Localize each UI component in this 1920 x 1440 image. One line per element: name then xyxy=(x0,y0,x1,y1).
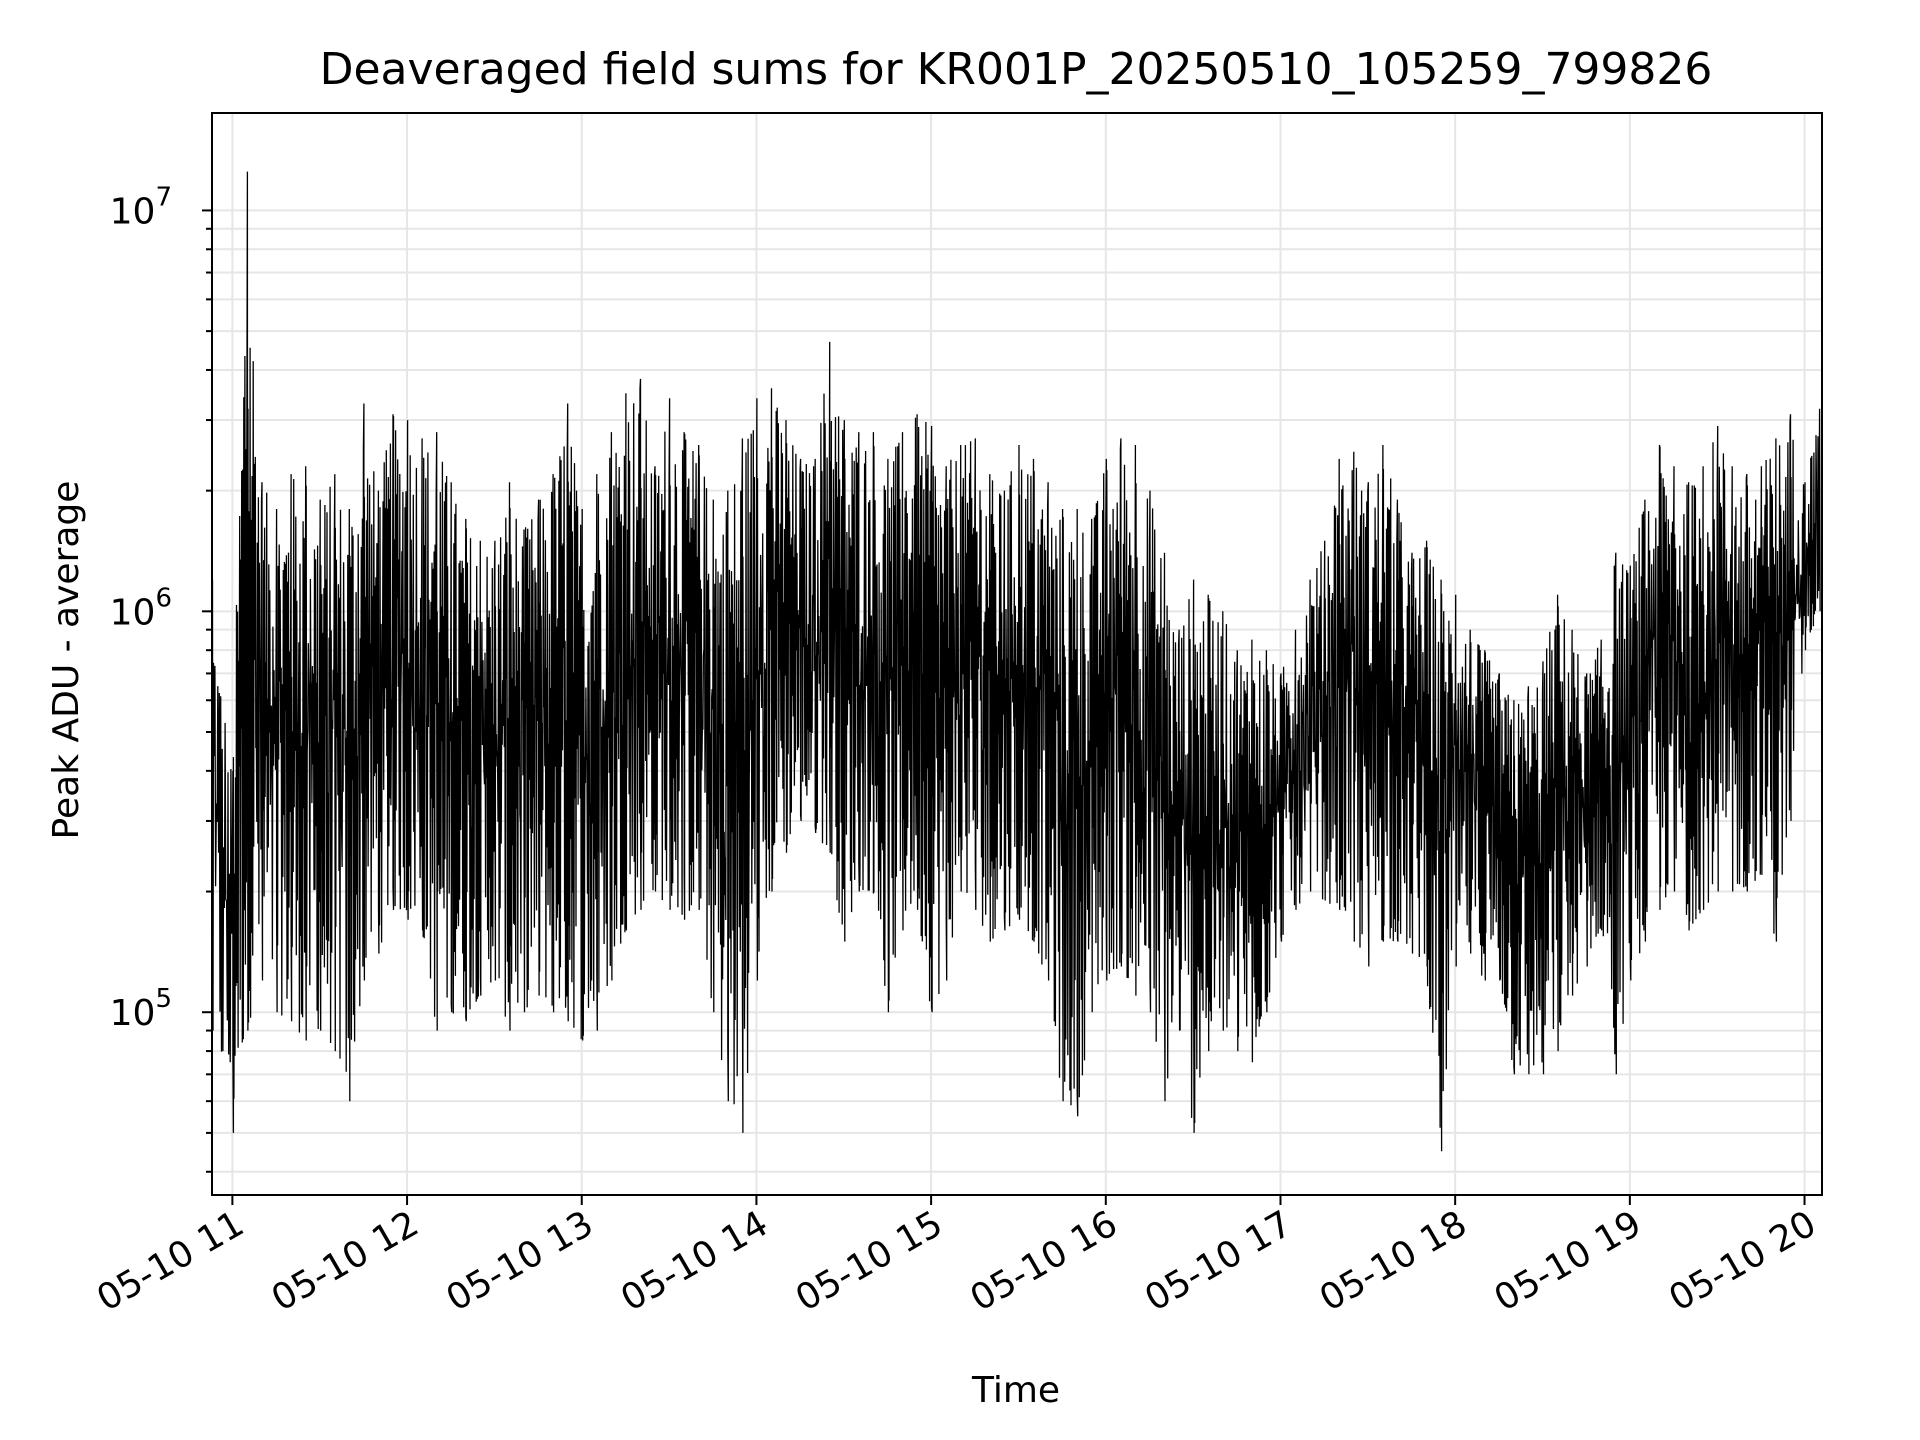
x-tick-label: 05-10 18 xyxy=(1313,1203,1474,1319)
y-tick-exponent: 5 xyxy=(155,984,172,1014)
y-tick-label: 106 xyxy=(110,583,172,633)
series-path xyxy=(211,171,1821,1152)
plot-frame xyxy=(211,112,1823,1196)
x-tick-label: 05-10 20 xyxy=(1662,1203,1823,1319)
x-tick-label: 05-10 11 xyxy=(90,1203,251,1319)
chart-title: Deaveraged field sums for KR001P_2025051… xyxy=(320,44,1713,95)
y-axis-label: Peak ADU - average xyxy=(46,481,87,840)
x-tick-label: 05-10 17 xyxy=(1138,1203,1299,1319)
x-tick-label: 05-10 16 xyxy=(964,1203,1125,1319)
y-tick-base: 10 xyxy=(110,191,156,232)
x-tick-label: 05-10 19 xyxy=(1488,1203,1649,1319)
series-line xyxy=(211,171,1821,1152)
x-tick-label: 05-10 14 xyxy=(614,1203,775,1319)
y-tick-exponent: 6 xyxy=(155,583,172,613)
y-tick-exponent: 7 xyxy=(155,182,172,212)
x-axis-ticks: 05-10 11 05-10 12 05-10 13 05-10 14 05-10 15… xyxy=(90,1195,1823,1320)
y-tick-label: 107 xyxy=(110,182,172,232)
y-tick-label: 105 xyxy=(110,984,172,1034)
y-tick-base: 10 xyxy=(110,993,156,1034)
x-axis-label: Time xyxy=(971,1370,1060,1411)
x-tick-label: 05-10 15 xyxy=(789,1203,950,1319)
x-tick-label: 05-10 12 xyxy=(265,1203,426,1319)
x-tick-label: 05-10 13 xyxy=(440,1203,601,1319)
y-tick-base: 10 xyxy=(110,592,156,633)
